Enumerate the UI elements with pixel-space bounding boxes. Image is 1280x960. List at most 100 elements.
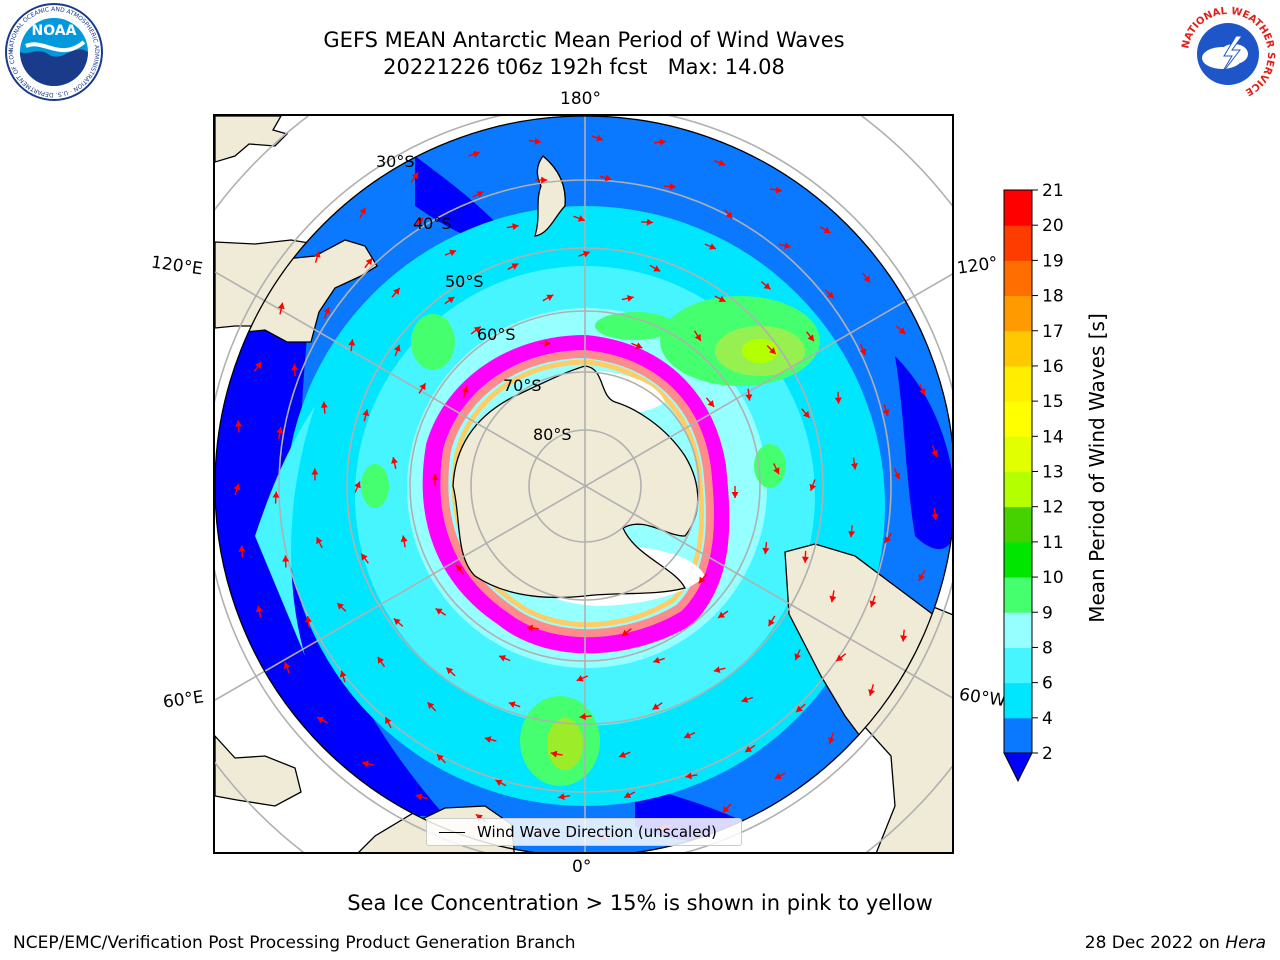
wave-direction-arrow [550,750,563,758]
wave-direction-arrow [893,468,901,480]
colorbar-segment [1004,436,1032,472]
wave-direction-arrow [663,183,676,191]
wave-direction-arrow [455,564,465,575]
wave-direction-arrow [362,409,370,422]
wave-direction-arrow [444,296,455,305]
wave-direction-arrow [862,272,871,283]
wave-direction-arrow [766,345,777,355]
wave-direction-arrow [770,186,783,194]
wave-direction-arrow [445,667,456,677]
colorbar-segment [1004,541,1032,578]
wave-direction-arrow [400,535,408,548]
wave-direction-arrow [305,615,312,629]
wave-direction-arrow [253,361,262,372]
wave-direction-arrow [360,553,369,564]
wave-direction-arrow [744,744,756,753]
colorbar-label: Mean Period of Wind Waves [s] [1085,313,1109,623]
map-legend: Wind Wave Direction (unscaled) [426,818,742,846]
colorbar-segment [1004,471,1032,508]
colorbar-tick-label: 21 [1042,181,1064,201]
wave-direction-arrow [538,340,551,348]
meridian-label-120e: 120°E [149,252,204,280]
colorbar-tick-label: 16 [1042,357,1064,377]
wave-direction-arrow [573,215,585,222]
chart-subtitle: 20221226 t06z 192h fcst Max: 14.08 [383,55,785,79]
wave-direction-arrow [506,223,519,231]
credit-date: 28 Dec 2022 on [1084,933,1226,953]
wave-direction-arrow [578,250,591,258]
wave-direction-arrow [884,532,892,544]
wave-direction-arrow [900,629,908,642]
colorbar-tick-label: 4 [1042,709,1053,729]
wave-direction-arrow [794,648,801,661]
wave-direction-arrow [704,243,717,250]
wave-direction-arrow [508,701,521,709]
colorbar-segment [1004,365,1032,402]
wave-direction-arrow [868,684,875,696]
colorbar-segment [1004,612,1032,648]
sea-ice-note: Sea Ice Concentration > 15% is shown in … [347,891,933,915]
wave-direction-arrow [640,218,654,226]
wave-direction-arrow [391,287,401,298]
wave-direction-arrow [652,702,663,711]
wave-direction-arrow [579,713,592,720]
wave-direction-arrow [693,330,702,342]
wave-direction-arrow [282,555,290,568]
lat-label-80s: 80°S [533,425,572,444]
nws-logo: NATIONAL WEATHER SERVICE [1180,6,1276,102]
chart-title: GEFS MEAN Antarctic Mean Period of Wind … [323,28,845,52]
wave-direction-arrow [348,339,356,352]
wave-direction-arrow [724,208,733,219]
wave-direction-arrow [778,242,791,250]
wave-direction-arrow [336,602,347,612]
wave-direction-arrow [468,150,480,158]
wave-direction-arrow [507,263,519,270]
wave-direction-arrow [362,760,375,768]
wave-direction-arrow [882,404,890,417]
lat-label-30s: 30°S [376,152,415,171]
wave-direction-arrow [850,457,858,470]
colorbar-segment [1004,401,1032,437]
colorbar-tick-label: 8 [1042,638,1053,658]
wave-direction-arrow [542,294,554,302]
wave-direction-arrow [829,590,837,603]
wave-direction-arrow [698,573,707,584]
colorbar-segment [1004,647,1032,684]
wave-direction-arrow [410,172,419,183]
wave-direction-arrow [806,331,815,342]
wave-direction-arrow [384,716,392,729]
wave-direction-arrow [526,624,539,632]
wave-direction-arrow [819,226,831,234]
wave-direction-arrow [484,736,497,743]
wave-direction-arrow [774,772,786,780]
wave-direction-arrow [931,508,939,521]
wave-direction-arrow [316,716,328,724]
credit-machine: Hera [1225,933,1266,953]
wave-direction-arrow [415,793,428,801]
wave-direction-arrow [393,617,404,627]
wave-direction-arrow [621,628,632,637]
colorbar-tick-label: 18 [1042,287,1064,307]
wave-direction-arrow [599,174,612,182]
meridian-label-60e: 60°E [161,687,206,713]
wave-direction-arrow [436,753,446,764]
colorbar-tick-label: 15 [1042,392,1064,412]
wave-direction-arrow [377,656,386,668]
wave-direction-arrow [717,610,729,619]
colorbar-tick-label: 6 [1042,674,1053,694]
colorbar-tick-label: 19 [1042,251,1064,271]
colorbar-segment [1004,225,1032,261]
wave-direction-arrow [391,456,398,469]
wave-direction-arrow [767,615,776,627]
lat-label-50s: 50°S [445,272,484,291]
colorbar-segment [1004,577,1032,613]
wave-direction-arrow [277,302,285,315]
wave-direction-arrow [414,217,424,228]
wave-direction-arrow [621,294,634,302]
wave-direction-arrow [760,280,771,290]
wave-direction-arrow [824,289,835,299]
wave-direction-arrow [444,249,457,257]
wave-direction-arrow [618,751,631,758]
colorbar-tick-label: 10 [1042,568,1064,588]
colorbar-tick-label: 9 [1042,603,1053,623]
